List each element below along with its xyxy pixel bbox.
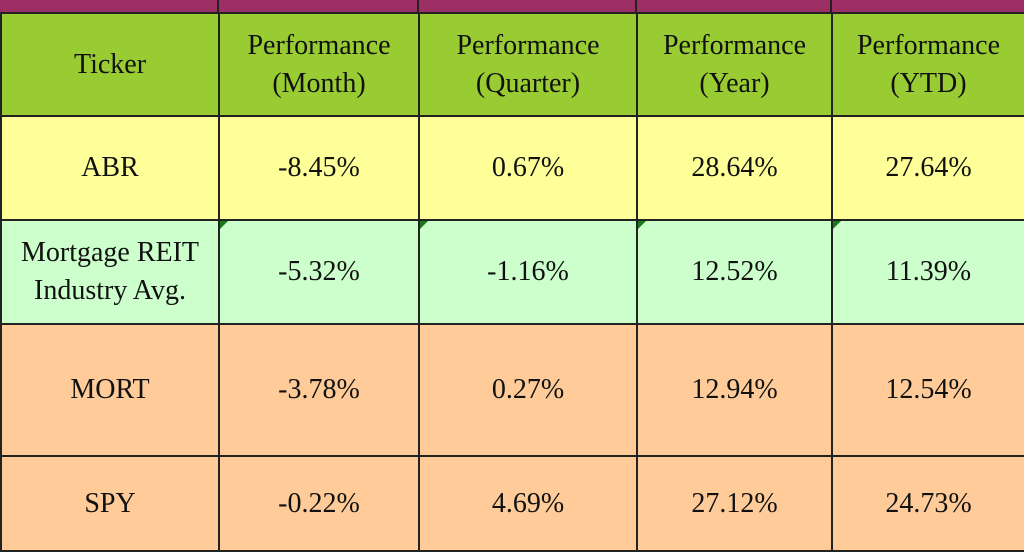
divider	[417, 0, 419, 12]
header-cell: Ticker	[0, 12, 220, 117]
ticker-cell: MORT	[0, 322, 220, 458]
value-cell: 12.52%	[636, 218, 833, 325]
header-cell: Performance (Quarter)	[418, 12, 638, 117]
header-cell: Performance (Month)	[218, 12, 420, 117]
value-cell: 28.64%	[636, 115, 833, 221]
table-row: Mortgage REIT Industry Avg. -5.32% -1.16% 1…	[0, 218, 1024, 325]
table-row: SPY -0.22% 4.69% 27.12% 24.73%	[0, 455, 1024, 552]
header-cell: Performance (Year)	[636, 12, 833, 117]
table-row: MORT -3.78% 0.27% 12.94% 12.54%	[0, 322, 1024, 458]
header-row: Ticker Performance (Month) Performance (Qu…	[0, 12, 1024, 117]
value-cell: 12.94%	[636, 322, 833, 458]
table-row: ABR -8.45% 0.67% 28.64% 27.64%	[0, 115, 1024, 221]
comment-flag	[420, 220, 428, 229]
value-cell: 11.39%	[831, 218, 1024, 325]
value-cell: -0.22%	[218, 455, 420, 552]
value-cell: -3.78%	[218, 322, 420, 458]
table-body: ABR -8.45% 0.67% 28.64% 27.64% Mortgage REIT …	[0, 115, 1024, 552]
value-cell: 24.73%	[831, 455, 1024, 552]
value-cell: 0.27%	[418, 322, 638, 458]
performance-table: Ticker Performance (Month) Performance (Qu…	[0, 12, 1024, 552]
value-cell: 27.12%	[636, 455, 833, 552]
header-cell: Performance (YTD)	[831, 12, 1024, 117]
comment-flag	[220, 220, 228, 229]
value-cell: 4.69%	[418, 455, 638, 552]
value-cell: 27.64%	[831, 115, 1024, 221]
value-cell: 12.54%	[831, 322, 1024, 458]
ticker-cell: Mortgage REIT Industry Avg.	[0, 218, 220, 325]
divider	[217, 0, 219, 12]
value-cell: 0.67%	[418, 115, 638, 221]
ticker-cell: SPY	[0, 455, 220, 552]
value-cell: -5.32%	[218, 218, 420, 325]
divider	[830, 0, 832, 12]
comment-flag	[638, 220, 646, 229]
top-strip	[0, 0, 1024, 12]
value-cell: -1.16%	[418, 218, 638, 325]
divider	[635, 0, 637, 12]
comment-flag	[833, 220, 841, 229]
ticker-cell: ABR	[0, 115, 220, 221]
value-cell: -8.45%	[218, 115, 420, 221]
